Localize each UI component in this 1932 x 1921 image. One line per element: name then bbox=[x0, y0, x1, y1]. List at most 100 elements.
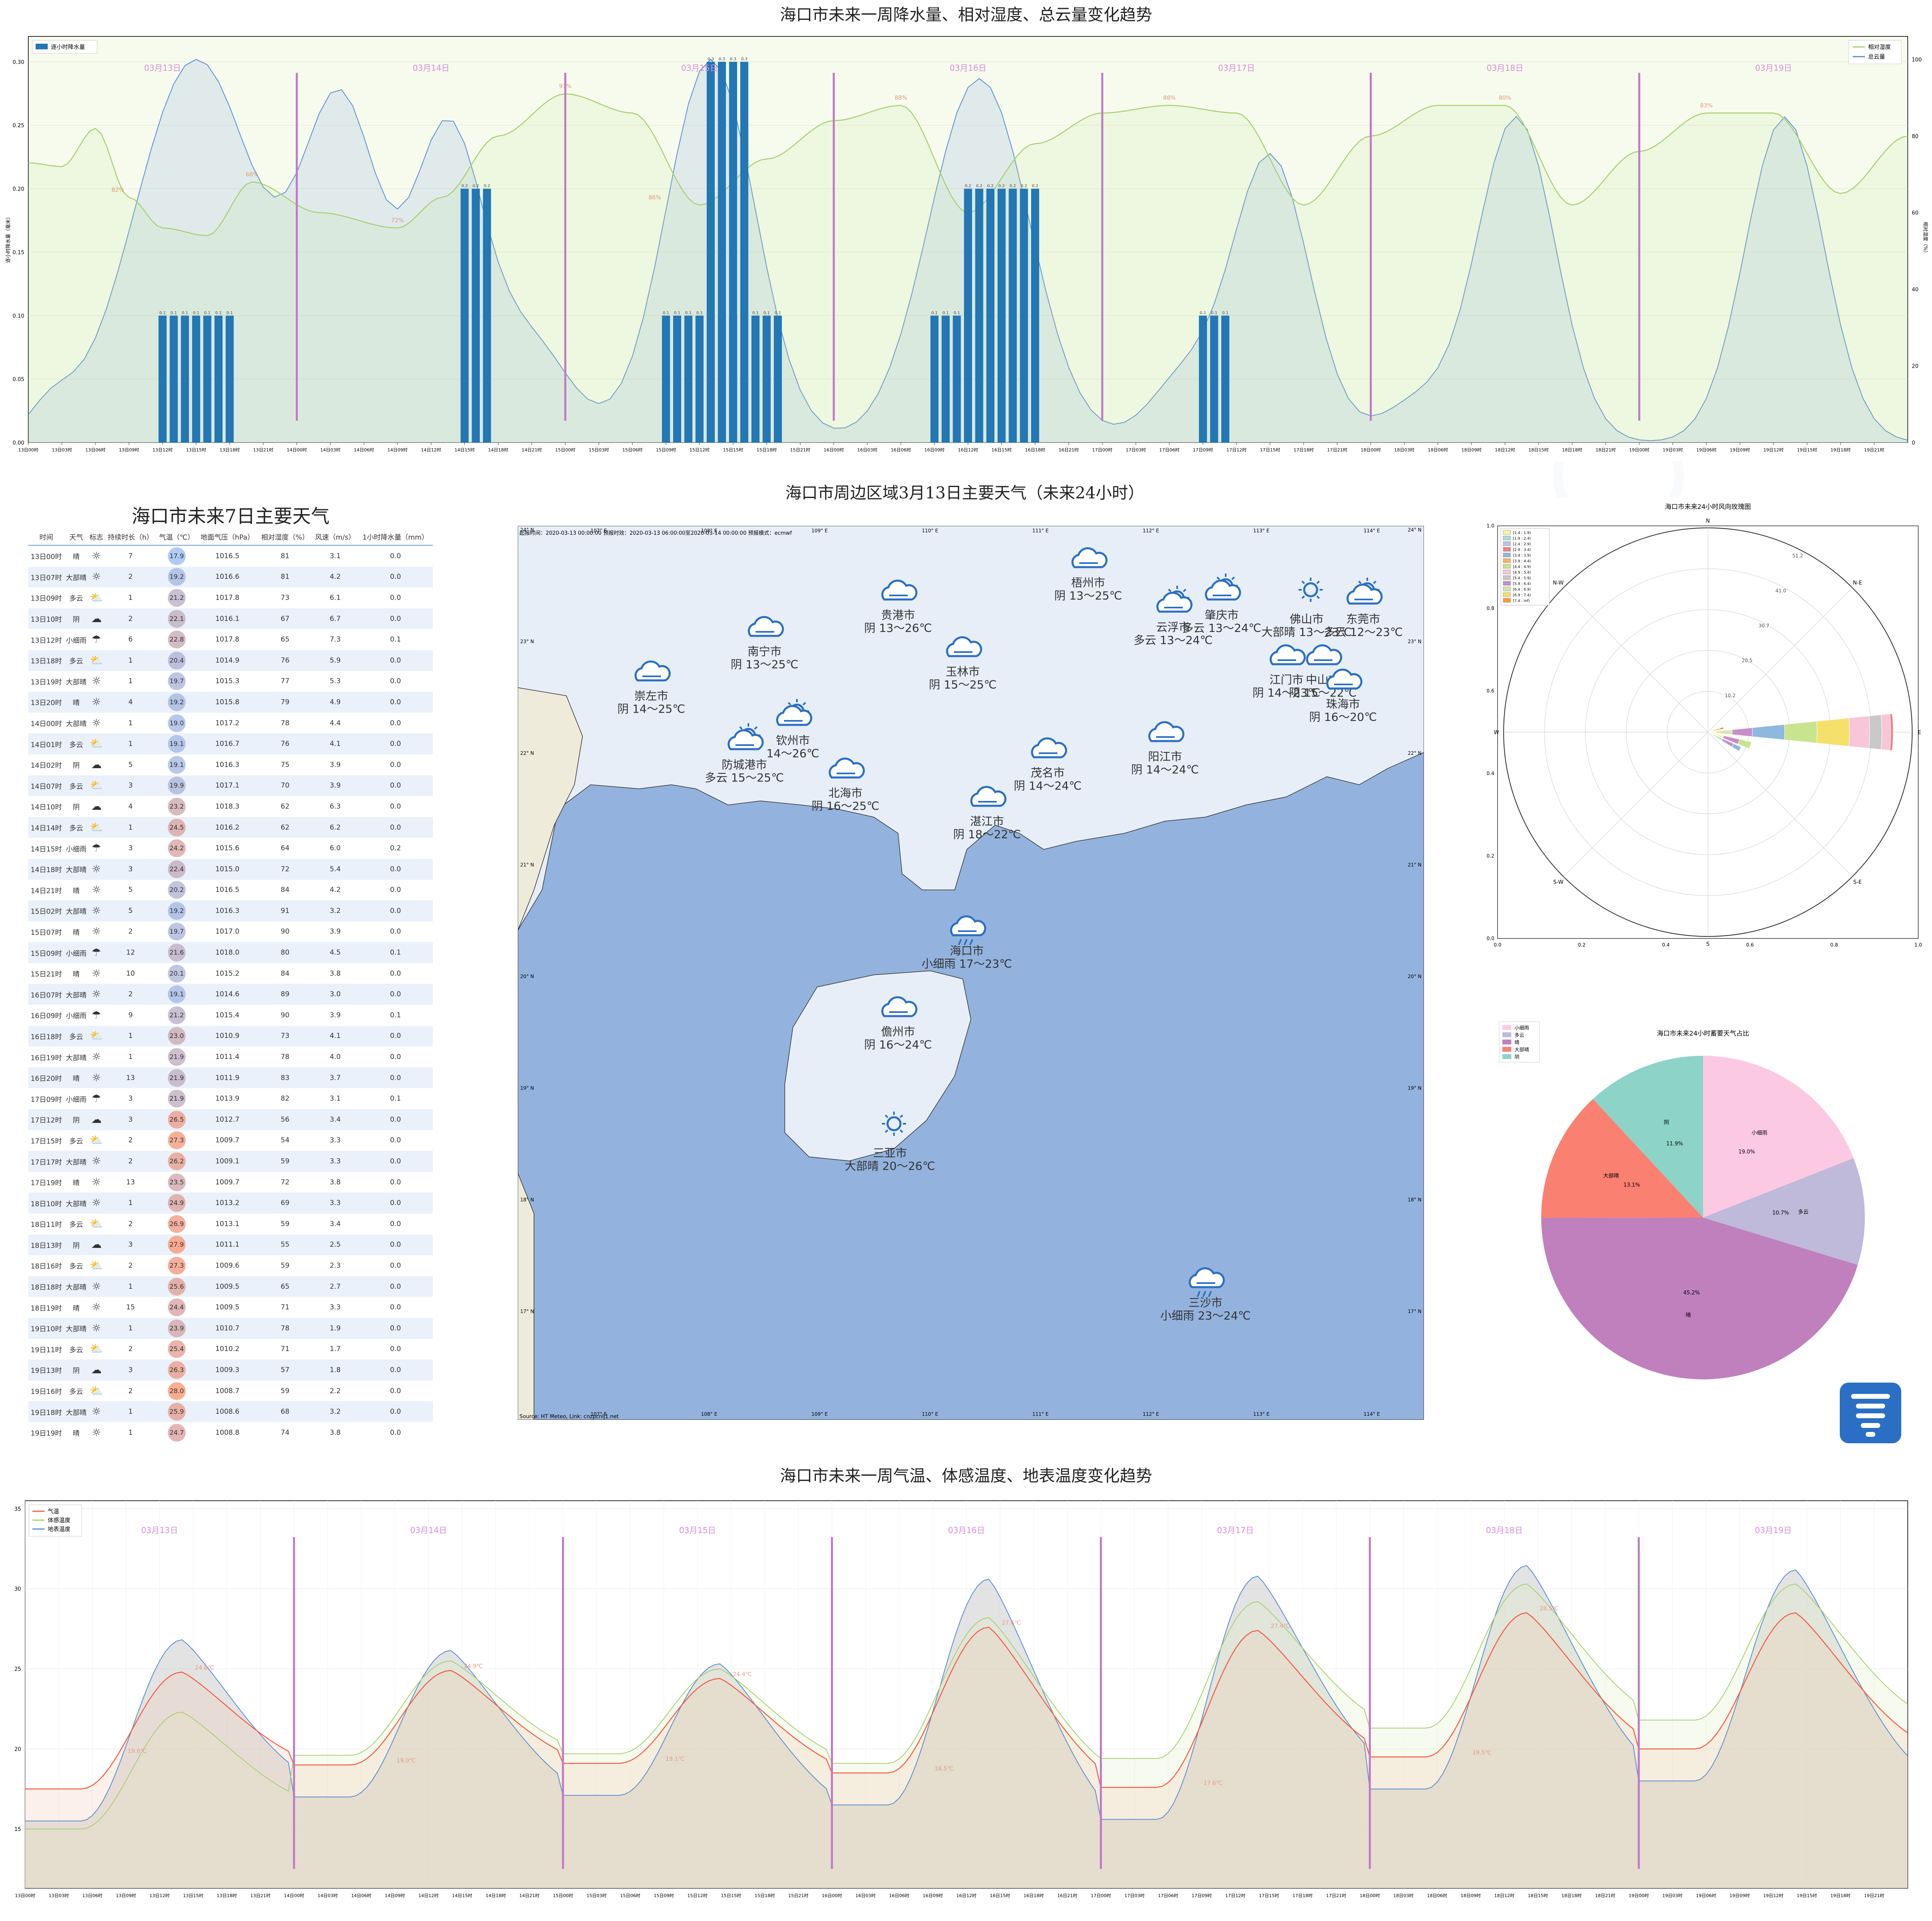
rose-direction-label: N bbox=[1706, 518, 1710, 524]
x-tick-label: 18日18时 bbox=[1562, 447, 1582, 453]
legend-label: [3.9 : 4.4) bbox=[1513, 559, 1531, 563]
rose-y-tick: 0.6 bbox=[1487, 688, 1494, 694]
precip-bar-label: 0.1 bbox=[674, 311, 680, 315]
cloud-icon bbox=[1326, 668, 1362, 690]
pie-slice-pct: 45.2% bbox=[1683, 1290, 1700, 1296]
table-cell: 7.3 bbox=[330, 635, 341, 644]
legend-label: [3.4 : 3.9) bbox=[1513, 554, 1531, 558]
table-cell: 1 bbox=[104, 1276, 157, 1297]
table-cell: 多云 bbox=[64, 775, 89, 796]
rose-radial-label: 41.0 bbox=[1775, 588, 1786, 593]
x-tick-label: 14日00时 bbox=[287, 447, 307, 453]
pie-slice-label: 晴 bbox=[1686, 1312, 1691, 1318]
x-tick-label: 14日21时 bbox=[519, 1893, 540, 1898]
precip-bar bbox=[763, 316, 771, 443]
sun-icon: ☼ bbox=[91, 1176, 101, 1188]
x-tick-label: 14日18时 bbox=[488, 447, 508, 453]
wind-rose-chart: 海口市未来24小时风向玫瑰图 N N-E E S-E S S-W W N-W 10.2 20.5 30… bbox=[1472, 498, 1932, 955]
table-row: 18日18时 大部晴 ☼ 1 25.6 1009.5 65 2.7 0.0 bbox=[28, 1276, 433, 1297]
temperature-value: 19.2 bbox=[167, 902, 186, 920]
table-cell: 67 bbox=[258, 608, 312, 629]
temperature-cell: 22.1 bbox=[156, 608, 197, 629]
precip-bar bbox=[203, 316, 212, 443]
day-label: 03月13日 bbox=[144, 63, 181, 73]
table-cell: 3.8 bbox=[330, 1428, 341, 1437]
table-cell: 0.0 bbox=[390, 719, 401, 727]
city-weather: 阴 16～20℃ bbox=[1309, 710, 1377, 724]
x-tick-label: 14日18时 bbox=[486, 1893, 506, 1898]
x-tick-label: 13日21时 bbox=[253, 447, 273, 453]
table-cell: 4.1 bbox=[312, 733, 358, 754]
table-row: 17日15时 多云 ⛅ 2 27.3 1009.7 54 3.3 0.0 bbox=[28, 1130, 433, 1151]
weather-table: 时间 天气 标志 持续时长（h） 气温（℃） 地面气压（hPa） 相对湿度（%） 风速（m/s… bbox=[28, 528, 433, 1443]
table-cell: 大部晴 bbox=[64, 566, 89, 588]
lat-tick-label: 22° N bbox=[520, 750, 534, 756]
temperature-value: 28.0 bbox=[167, 1382, 186, 1400]
lon-tick-label: 111° E bbox=[1032, 1411, 1049, 1417]
precip-bar bbox=[986, 188, 995, 443]
legend-label: [4.9 : 5.4) bbox=[1513, 571, 1531, 575]
table-row: 14日02时 阴 ☁ 5 19.1 1016.3 75 3.9 0.0 bbox=[28, 754, 433, 775]
table-cell: 1008.8 bbox=[215, 1428, 239, 1437]
temperature-value: 24.4 bbox=[167, 1298, 186, 1317]
temperature-cell: 25.9 bbox=[156, 1401, 197, 1422]
table-row: 18日11时 多云 ⛅ 2 26.9 1013.1 59 3.4 0.0 bbox=[28, 1214, 433, 1235]
table-cell: 2.7 bbox=[312, 1276, 358, 1297]
rose-direction-label: W bbox=[1494, 730, 1499, 736]
x-tick-label: 14日15时 bbox=[452, 1893, 472, 1898]
x-tick-label: 16日09时 bbox=[923, 1893, 943, 1898]
table-cell: 1009.7 bbox=[215, 1178, 239, 1186]
table-cell: 0.0 bbox=[358, 1025, 433, 1047]
table-cell: 晴 bbox=[72, 1179, 80, 1188]
table-row: 18日13时阴 ☁ 3 27.9 1011.1 55 2.5 0.0 bbox=[28, 1234, 433, 1256]
temperature-cell: 19.2 bbox=[156, 566, 197, 588]
city-weather: 小细雨 23～24℃ bbox=[1160, 1309, 1251, 1322]
sun-icon: ☼ bbox=[88, 984, 105, 1005]
day-label: 03月14日 bbox=[410, 1525, 447, 1535]
x-tick-label: 14日12时 bbox=[421, 447, 441, 453]
x-tick-label: 18日15时 bbox=[1528, 447, 1549, 453]
day-label: 03月15日 bbox=[681, 63, 718, 73]
rose-direction-label: E bbox=[1918, 730, 1921, 736]
table-cell: 82 bbox=[280, 1095, 290, 1103]
partly-icon: ⛅ bbox=[90, 1218, 103, 1230]
temperature-cell: 24.5 bbox=[156, 817, 197, 838]
city-weather: 阴 18～22℃ bbox=[953, 828, 1021, 841]
temperature-chart: 15 20 25 30 35 13日00时 13日03时 13日06时 13日09时 13日12时… bbox=[0, 1489, 1932, 1919]
cloud-icon: ☁ bbox=[88, 1360, 105, 1381]
precip-bar bbox=[998, 188, 1006, 443]
table-cell: 73 bbox=[280, 593, 290, 602]
precip-bar bbox=[1031, 188, 1039, 443]
temp-label: 27.6℃ bbox=[1002, 1620, 1021, 1627]
table-cell: 1015.8 bbox=[197, 692, 258, 713]
temperature-value: 20.2 bbox=[167, 881, 186, 899]
legend-label: 总云量 bbox=[1868, 54, 1885, 60]
table-row: 13日18时 多云 ⛅ 1 20.4 1014.9 76 5.9 0.0 bbox=[28, 650, 433, 671]
legend-label: 气温 bbox=[48, 1508, 59, 1515]
temperature-value: 26.9 bbox=[167, 1215, 186, 1233]
city-weather: 阴 13～25℃ bbox=[731, 658, 799, 671]
table-cell: 0.0 bbox=[358, 1360, 433, 1381]
partly-icon: ⛅ bbox=[88, 1025, 105, 1047]
table-cell: 15日21时 bbox=[30, 970, 62, 979]
west-land-south bbox=[517, 1173, 534, 1420]
temperature-cell: 19.7 bbox=[157, 921, 197, 942]
table-cell: 4.4 bbox=[330, 719, 341, 727]
partly-cloudy-icon bbox=[1346, 578, 1383, 605]
precip-bar-label: 0.1 bbox=[775, 311, 781, 315]
table-cell: 13日07时 bbox=[28, 566, 64, 588]
x-tick-label: 19日21时 bbox=[1864, 447, 1884, 453]
table-cell: 小细雨 bbox=[66, 1012, 87, 1021]
temperature-cell: 24.4 bbox=[157, 1297, 197, 1318]
legend-swatch bbox=[1503, 530, 1511, 535]
precip-bar-label: 0.2 bbox=[965, 184, 971, 188]
table-cell: 0.0 bbox=[390, 1345, 401, 1353]
x-tick-label: 16日03时 bbox=[856, 1893, 876, 1898]
table-cell: 1014.9 bbox=[197, 650, 258, 671]
city-weather: 多云 13～24℃ bbox=[1133, 633, 1213, 647]
x-tick-label: 14日06时 bbox=[351, 1893, 371, 1898]
table-cell: 1 bbox=[128, 1428, 133, 1437]
table-cell: 阴 bbox=[64, 1360, 89, 1381]
